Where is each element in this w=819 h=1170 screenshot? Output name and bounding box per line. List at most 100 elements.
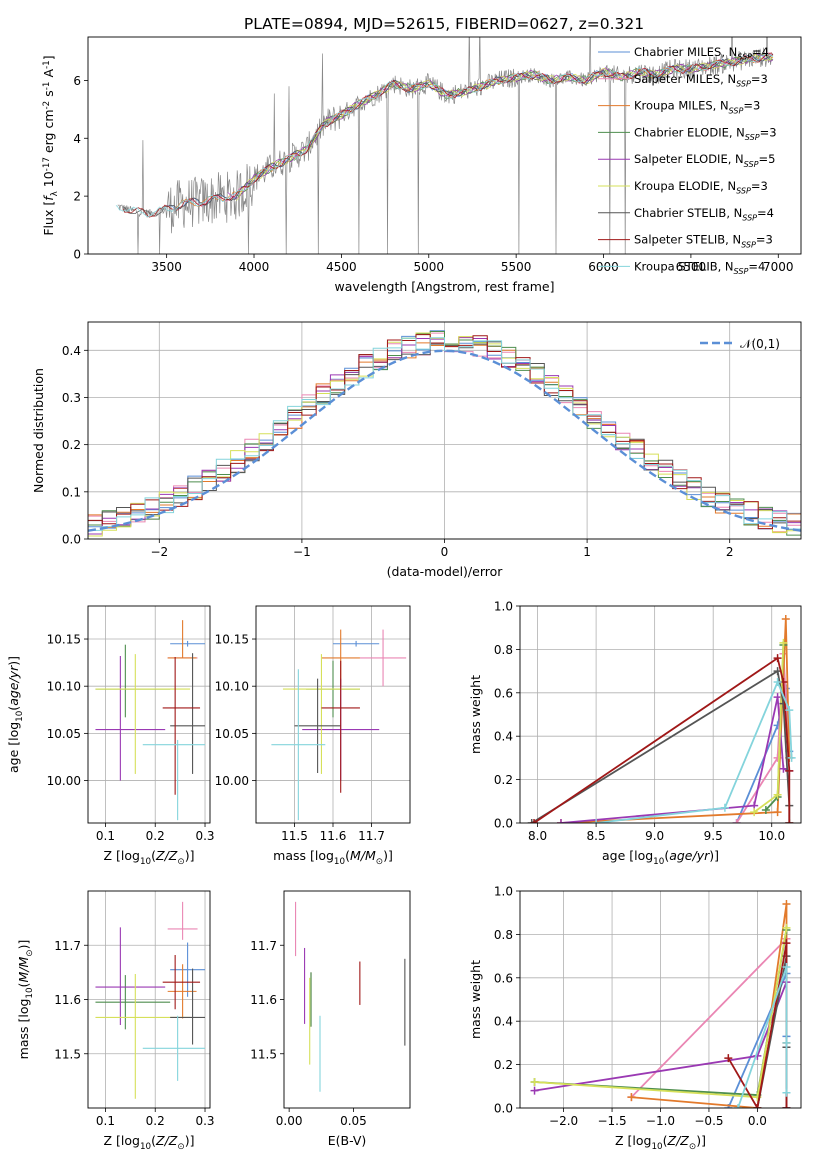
weight-point-kroupa_miles	[627, 1093, 636, 1102]
plot-area	[95, 620, 206, 821]
weight-point-salpeter_elodie	[530, 1086, 539, 1095]
y-tick-label: 11.7	[250, 939, 277, 953]
x-tick-label: 6000	[588, 260, 619, 274]
y-axis-label: mass weight	[468, 960, 483, 1039]
y-tick-label: 0.6	[494, 971, 513, 985]
x-tick-label: 6500	[676, 260, 707, 274]
weight-point-salpeter_miles	[732, 819, 741, 823]
y-tick-label: 1.0	[494, 600, 513, 614]
y-axis-label: age [log10(age/yr)]	[6, 656, 25, 773]
residual-histogram-kroupa_stelib	[88, 337, 801, 539]
y-tick-label: 1.0	[494, 885, 513, 899]
y-tick-label: 0.8	[494, 928, 513, 942]
axes-frame	[283, 890, 411, 1109]
axes-frame	[87, 36, 802, 255]
x-tick-label: 0.00	[276, 1114, 303, 1128]
y-axis-label: Flux [fλ 10-17 erg cm-2 s-1 A-1]	[41, 55, 60, 235]
x-tick-label: 0.1	[96, 1114, 115, 1128]
y-tick-label: 0.2	[494, 1058, 513, 1072]
y-tick-label: 0.0	[62, 533, 81, 547]
weight-point-kroupa_elodie	[782, 923, 791, 932]
weight-point-salpeter_stelib	[530, 819, 539, 823]
weight-line-kroupa_stelib	[737, 966, 788, 1108]
panel-age_vs_Z: 0.1 0.2 0.3 10.00 10.05 10.10 10.15 Z [log10(Z/…	[6, 605, 215, 867]
legend-entry: Salpeter STELIB, NSSP=3	[634, 233, 773, 250]
y-tick-label: 10.15	[215, 633, 249, 647]
y-tick-label: 0.4	[494, 730, 513, 744]
legend-entry: Chabrier ELODIE, NSSP=3	[634, 125, 777, 142]
y-tick-label: 11.5	[54, 1047, 81, 1061]
weight-point-kroupa_stelib	[785, 706, 794, 715]
x-tick-label: 5500	[501, 260, 532, 274]
y-tick-label: 0.4	[494, 1015, 513, 1029]
y-tick-label: 0.4	[62, 344, 81, 358]
weight-point-kroupa_elodie	[750, 808, 759, 817]
x-tick-label: 11.6	[320, 829, 347, 843]
x-axis-label: Z [log10(Z/Z⊙)]	[615, 1133, 706, 1152]
x-tick-label: 9.5	[704, 829, 723, 843]
y-axis-label: Normed distribution	[31, 368, 46, 493]
x-tick-label: 8.0	[528, 829, 547, 843]
x-tick-label: 1	[583, 545, 591, 559]
normal-curve	[88, 349, 801, 532]
weight-point-kroupa_stelib	[734, 1104, 743, 1108]
y-axis-label: mass [log10(M/M⊙)]	[16, 940, 35, 1060]
legend-entry: Kroupa MILES, NSSP=3	[634, 99, 760, 116]
x-tick-label: 7000	[763, 260, 794, 274]
y-tick-label: 10.10	[47, 680, 81, 694]
y-tick-label: 0.6	[494, 686, 513, 700]
y-tick-label: 11.6	[54, 993, 81, 1007]
weight-point-salpeter_stelib	[785, 819, 794, 823]
y-tick-label: 10.00	[47, 774, 81, 788]
y-tick-label: 11.6	[250, 993, 277, 1007]
plot-area	[527, 615, 796, 823]
x-tick-label: −1	[293, 545, 311, 559]
x-tick-label: 3500	[151, 260, 182, 274]
plot-area	[530, 900, 791, 1108]
x-tick-label: 2	[726, 545, 734, 559]
x-tick-label: 0.0	[748, 1114, 767, 1128]
y-tick-label: 0.0	[494, 817, 513, 831]
panel-mass_vs_Z: 0.1 0.2 0.3 11.5 11.6 11.7 Z [log10(Z/Z⊙)] mass…	[16, 890, 215, 1152]
x-tick-label: 0.3	[195, 1114, 214, 1128]
x-tick-label: 0.2	[146, 1114, 165, 1128]
x-tick-label: −1.0	[646, 1114, 675, 1128]
x-tick-label: 8.5	[587, 829, 606, 843]
weight-point-salpeter_stelib	[785, 766, 794, 775]
y-tick-label: 0.2	[62, 438, 81, 452]
weight-line-salpeter_elodie	[560, 696, 790, 823]
plot-area	[271, 629, 407, 821]
weight-point-kroupa_stelib	[782, 962, 791, 971]
plot-area	[115, 37, 774, 254]
legend-entry: Chabrier MILES, NSSP=4	[634, 45, 769, 62]
x-tick-label: −1.5	[597, 1114, 626, 1128]
weight-point-salpeter_stelib	[724, 1054, 733, 1063]
x-tick-label: 0.1	[96, 829, 115, 843]
y-axis-label: mass weight	[468, 675, 483, 754]
y-tick-label: 10.05	[47, 727, 81, 741]
x-tick-label: 4500	[326, 260, 357, 274]
y-tick-label: 0	[73, 248, 81, 262]
weight-point-kroupa_stelib	[720, 803, 729, 812]
legend-entry: Chabrier STELIB, NSSP=4	[634, 206, 774, 223]
x-tick-label: −0.5	[694, 1114, 723, 1128]
weight-point-salpeter_elodie	[779, 764, 788, 773]
y-tick-label: 4	[73, 132, 81, 146]
weight-point-kroupa_elodie	[779, 638, 788, 647]
x-tick-label: 0	[441, 545, 449, 559]
weight-point-salpeter_elodie	[773, 693, 782, 702]
weight-point-kroupa_stelib	[787, 753, 796, 762]
weight-point-salpeter_stelib	[782, 939, 791, 948]
legend-entry: Salpeter MILES, NSSP=3	[634, 72, 768, 89]
y-tick-label: 10.05	[215, 727, 249, 741]
x-tick-label: 5000	[413, 260, 444, 274]
weight-point-kroupa_miles	[773, 808, 782, 817]
y-tick-label: 11.5	[250, 1047, 277, 1061]
y-tick-label: 0.1	[62, 485, 81, 499]
model-spectrum-kroupa_stelib	[115, 52, 774, 218]
model-spectrum-salpeter_stelib	[122, 52, 774, 218]
panel-weight_vs_Z: −2.0 −1.5 −1.0 −0.5 0.0 0.0 0.2 0.4 0.6 0.8 1.0 Z […	[468, 885, 802, 1152]
x-axis-label: wavelength [Angstrom, rest frame]	[334, 279, 554, 294]
x-tick-label: 9.0	[645, 829, 664, 843]
